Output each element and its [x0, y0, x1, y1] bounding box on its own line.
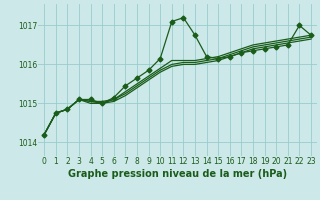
X-axis label: Graphe pression niveau de la mer (hPa): Graphe pression niveau de la mer (hPa): [68, 169, 287, 179]
